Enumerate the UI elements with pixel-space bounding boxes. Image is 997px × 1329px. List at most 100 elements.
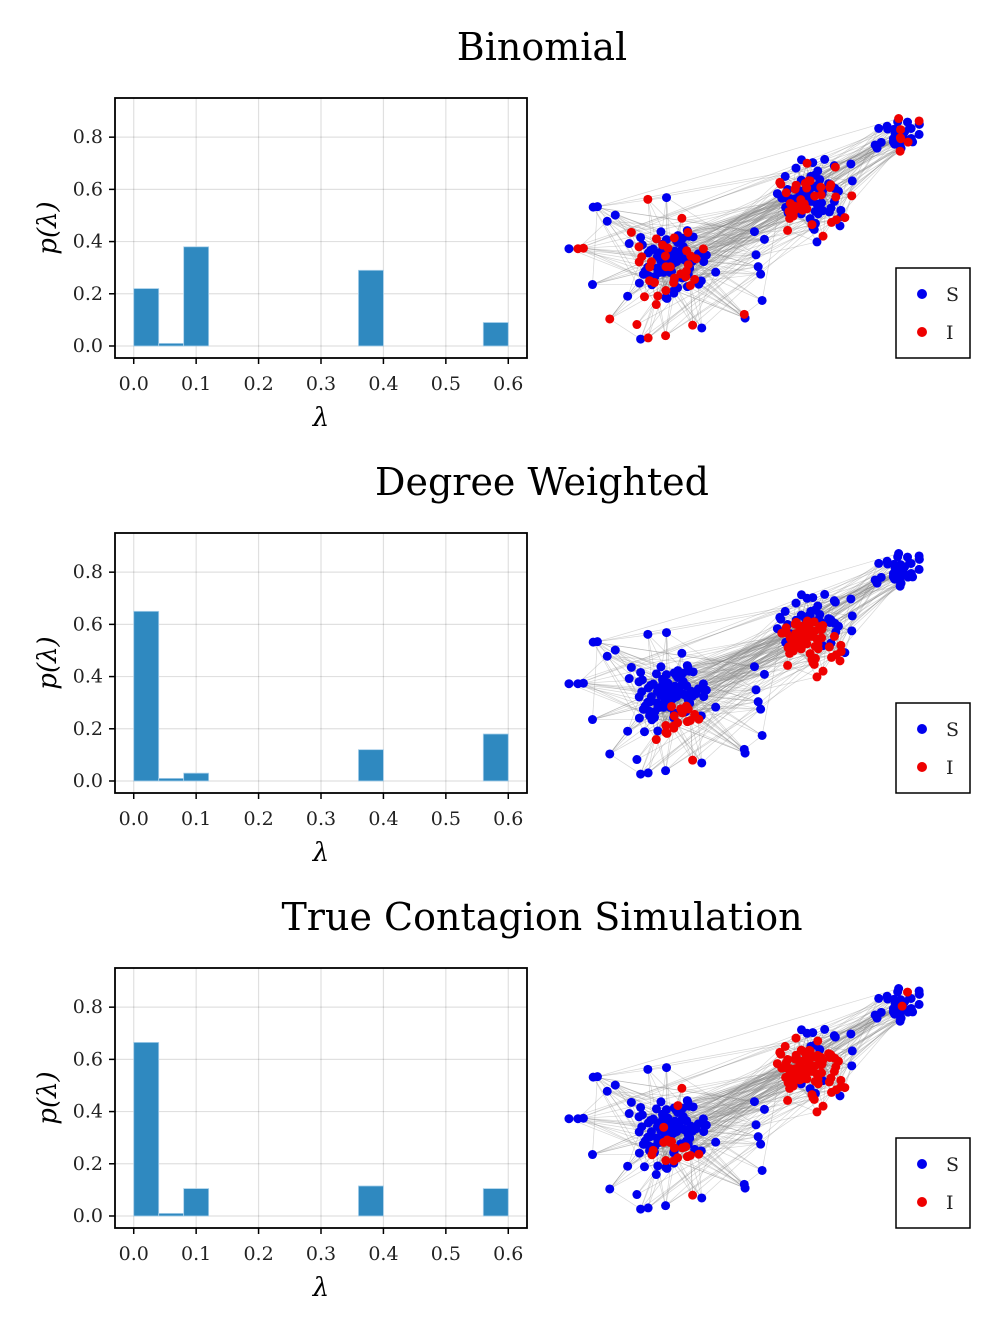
node-infected — [818, 231, 828, 241]
network-edge — [597, 206, 662, 233]
network-edge — [593, 206, 663, 245]
node-infected — [896, 134, 906, 144]
network-edge — [701, 708, 761, 717]
node-susceptible — [749, 227, 759, 237]
node-susceptible — [810, 206, 820, 216]
network-edge — [657, 1142, 703, 1199]
network-edge — [695, 258, 703, 328]
network-edge — [677, 242, 759, 267]
node-susceptible — [578, 1113, 588, 1123]
node-infected — [807, 1090, 817, 1100]
node-susceptible — [905, 558, 915, 568]
network-edge — [592, 1067, 787, 1155]
node-susceptible — [602, 651, 612, 661]
network-edge — [703, 1067, 787, 1132]
node-susceptible — [634, 677, 644, 687]
legend-label-i: I — [946, 1192, 954, 1214]
network-edge — [701, 624, 788, 717]
node-infected — [667, 701, 677, 711]
node-susceptible — [662, 1063, 672, 1073]
network-edge — [687, 633, 796, 666]
network-edge — [692, 1142, 716, 1196]
node-infected — [840, 1083, 850, 1093]
network-edge — [692, 1008, 912, 1196]
node-susceptible — [662, 193, 672, 203]
network-edge — [787, 665, 818, 678]
network-edge — [674, 637, 792, 687]
node-susceptible — [895, 1011, 905, 1021]
node-susceptible — [753, 697, 763, 707]
node-infected — [817, 633, 827, 643]
node-susceptible — [605, 1184, 615, 1194]
node-susceptible — [669, 288, 679, 298]
network-edge — [673, 585, 901, 729]
histogram-bar — [482, 1188, 509, 1217]
node-infected — [661, 1156, 671, 1166]
node-susceptible — [649, 713, 659, 723]
x-tick-label: 0.0 — [119, 373, 149, 395]
node-susceptible — [672, 253, 682, 263]
histogram-bar — [358, 269, 384, 347]
network-edge — [671, 577, 882, 690]
node-infected — [651, 300, 661, 310]
node-infected — [826, 1050, 836, 1060]
network-edge — [577, 121, 908, 250]
node-infected — [809, 617, 819, 627]
network-edge — [693, 671, 765, 675]
node-infected — [776, 179, 786, 189]
network-edge — [647, 1069, 704, 1125]
node-susceptible — [632, 755, 642, 765]
network-edge — [703, 632, 787, 697]
network-edge — [816, 147, 878, 243]
network-edge — [681, 1087, 755, 1102]
network-edge — [647, 218, 811, 339]
histogram-bar — [482, 322, 509, 347]
network-edge — [683, 188, 796, 247]
node-susceptible — [697, 1193, 707, 1203]
node-infected — [632, 320, 642, 330]
node-susceptible — [780, 171, 790, 181]
network-edge — [665, 1092, 832, 1206]
node-infected — [681, 266, 691, 276]
node-susceptible — [686, 686, 696, 696]
network-edge — [640, 1011, 913, 1210]
network-edge — [607, 1090, 678, 1106]
network-edge — [636, 227, 814, 325]
network-edge — [692, 573, 912, 761]
node-infected — [791, 1033, 801, 1043]
node-susceptible — [699, 1127, 709, 1137]
node-susceptible — [815, 175, 825, 185]
y-tick-label: 0.0 — [73, 1205, 103, 1227]
node-infected — [831, 1062, 841, 1072]
y-tick-label: 0.2 — [73, 283, 103, 305]
y-tick-label: 0.4 — [73, 1101, 103, 1123]
network-edge — [583, 194, 809, 249]
node-infected — [895, 146, 905, 156]
network-edge — [593, 1067, 667, 1078]
node-infected — [796, 204, 806, 214]
network-edge — [593, 206, 755, 232]
network-edge — [813, 166, 836, 230]
node-susceptible — [637, 1122, 647, 1132]
network-edge — [681, 633, 796, 654]
node-susceptible — [592, 1072, 602, 1082]
network-edge — [787, 230, 818, 243]
network-edge — [677, 1012, 882, 1106]
node-infected — [776, 1049, 786, 1059]
node-infected — [683, 227, 693, 237]
network-edge — [593, 1076, 663, 1115]
node-susceptible — [847, 1061, 857, 1071]
network-edge — [672, 1067, 787, 1129]
network-edge — [631, 564, 894, 668]
network-edge — [615, 214, 679, 236]
network-edge — [677, 1037, 797, 1159]
network-edge — [677, 142, 882, 236]
node-infected — [812, 672, 822, 682]
y-tick-label: 0.4 — [73, 231, 103, 253]
node-susceptible — [655, 267, 665, 277]
network-edge — [583, 247, 667, 259]
network-edge — [695, 1083, 802, 1130]
node-infected — [681, 701, 691, 711]
node-infected — [661, 727, 671, 737]
